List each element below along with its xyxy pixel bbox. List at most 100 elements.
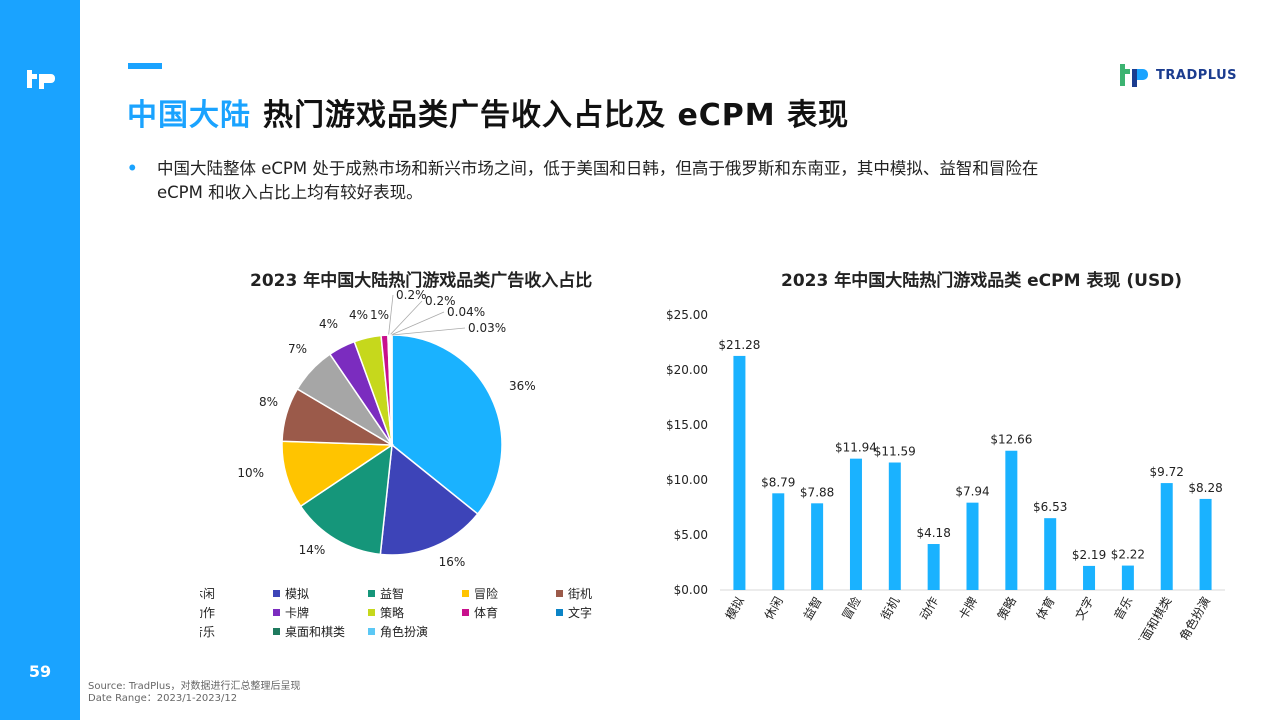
bar-13 bbox=[1199, 498, 1212, 590]
pie-leader-line-10 bbox=[388, 294, 394, 336]
bar-x-tick-label-2: 休闲 bbox=[762, 595, 786, 623]
bar-y-tick-label-4: $15.00 bbox=[666, 418, 708, 432]
pie-legend-label-12: 桌面和棋类 bbox=[285, 625, 345, 639]
bar-value-label-2: $8.79 bbox=[761, 475, 795, 489]
pie-value-label-1: 36% bbox=[509, 379, 536, 393]
bar-chart: $0.00 $5.00 $10.00 $15.00 $20.00 $25.00 $21.28… bbox=[666, 308, 1225, 641]
bar-9 bbox=[1044, 518, 1057, 590]
bar-x-tick-label-5: 街机 bbox=[878, 595, 902, 623]
pie-legend-swatch-3 bbox=[368, 590, 375, 597]
pie-legend-label-1: 休闲 bbox=[200, 587, 215, 601]
pie-legend-label-11: 音乐 bbox=[200, 624, 215, 639]
bar-x-tick-label-11: 音乐 bbox=[1110, 594, 1135, 622]
bar-value-label-9: $6.53 bbox=[1033, 500, 1067, 514]
brand-text: TRADPLUS bbox=[1156, 67, 1237, 83]
bar-chart-title: 2023 年中国大陆热门游戏品类 eCPM 表现 (USD) bbox=[781, 271, 1183, 291]
pie-legend-swatch-2 bbox=[273, 590, 280, 597]
brand-logo: TRADPLUS bbox=[1118, 60, 1237, 90]
pie-slice-1 bbox=[391, 334, 503, 516]
bar-6 bbox=[927, 544, 940, 590]
bar-1 bbox=[733, 355, 746, 590]
bar-value-label-5: $11.59 bbox=[874, 445, 916, 459]
bar-y-tick-label-3: $10.00 bbox=[666, 473, 708, 487]
bar-value-label-7: $7.94 bbox=[955, 485, 989, 499]
bar-x-tick-label-1: 模拟 bbox=[723, 595, 747, 623]
pie-value-label-4: 10% bbox=[237, 466, 264, 480]
pie-legend-label-9: 体育 bbox=[474, 605, 498, 620]
pie-legend-label-4: 冒险 bbox=[474, 586, 498, 601]
bar-y-tick-label-1: $0.00 bbox=[674, 583, 708, 597]
footer-note: Source: TradPlus，对数据进行汇总整理后呈现 Date Range… bbox=[88, 681, 300, 705]
pie-legend-swatch-9 bbox=[462, 609, 469, 616]
page-number: 59 bbox=[28, 662, 52, 681]
bullet-line-1: 中国大陆整体 eCPM 处于成熟市场和新兴市场之间，低于美国和日韩，但高于俄罗斯… bbox=[157, 159, 1039, 178]
bar-y-tick-label-6: $25.00 bbox=[666, 308, 708, 322]
pie-legend-swatch-13 bbox=[368, 628, 375, 635]
pie-slice-2 bbox=[379, 443, 479, 556]
bar-12 bbox=[1160, 483, 1173, 590]
bar-y-tick-label-2: $5.00 bbox=[674, 528, 708, 542]
footer-source: Source: TradPlus，对数据进行汇总整理后呈现 bbox=[88, 681, 301, 692]
pie-chart-title: 2023 年中国大陆热门游戏品类广告收入占比 bbox=[250, 271, 593, 291]
bar-11 bbox=[1121, 565, 1134, 590]
bar-7 bbox=[966, 502, 979, 590]
bullet-dot: • bbox=[127, 159, 138, 178]
bar-2 bbox=[772, 493, 785, 590]
pie-value-label-2: 16% bbox=[439, 555, 466, 569]
pie-value-label-5: 8% bbox=[259, 395, 278, 409]
bar-value-label-8: $12.66 bbox=[990, 433, 1032, 447]
tradplus-logo-icon bbox=[27, 70, 55, 89]
left-sidebar: 59 bbox=[0, 0, 80, 720]
summary-bullet: • 中国大陆整体 eCPM 处于成熟市场和新兴市场之间，低于美国和日韩，但高于俄… bbox=[127, 157, 1217, 205]
pie-legend-swatch-8 bbox=[368, 609, 375, 616]
bar-x-tick-label-10: 文字 bbox=[1072, 594, 1097, 622]
bar-value-label-6: $4.18 bbox=[916, 526, 950, 540]
pie-legend-label-2: 模拟 bbox=[285, 587, 309, 601]
bar-value-label-12: $9.72 bbox=[1150, 465, 1184, 479]
bar-x-tick-label-3: 益智 bbox=[800, 594, 825, 622]
pie-legend-swatch-7 bbox=[273, 609, 280, 616]
pie-leader-line-13 bbox=[391, 327, 466, 336]
pie-slice-3 bbox=[299, 443, 393, 556]
bullet-line-2: eCPM 和收入占比上均有较好表现。 bbox=[157, 183, 423, 202]
bar-8 bbox=[1005, 450, 1018, 590]
bar-x-tick-label-6: 动作 bbox=[917, 595, 941, 623]
footer-date-range: Date Range：2023/1-2023/12 bbox=[88, 693, 238, 704]
pie-value-label-8: 4% bbox=[349, 308, 368, 322]
pie-legend-label-8: 策略 bbox=[380, 605, 404, 620]
pie-value-label-12: 0.04% bbox=[447, 305, 485, 319]
pie-legend-label-10: 文字 bbox=[568, 605, 592, 620]
page-title-rest: 热门游戏品类广告收入占比及 eCPM 表现 bbox=[263, 98, 850, 133]
pie-chart: 36%16%14%10%8%7%4%4% 1%0.2%0.2%0.04%0.03%… bbox=[200, 288, 592, 639]
bar-value-label-1: $21.28 bbox=[718, 338, 760, 352]
bar-10 bbox=[1083, 565, 1096, 590]
pie-value-label-9: 1% bbox=[370, 308, 389, 322]
bar-5 bbox=[888, 462, 901, 590]
pie-value-label-6: 7% bbox=[288, 342, 307, 356]
pie-leader-line-12 bbox=[390, 311, 445, 336]
pie-legend-swatch-10 bbox=[556, 609, 563, 616]
pie-value-label-7: 4% bbox=[319, 317, 338, 331]
pie-leader-line-11 bbox=[389, 300, 423, 336]
pie-legend-label-13: 角色扮演 bbox=[380, 624, 428, 639]
pie-value-label-13: 0.03% bbox=[468, 321, 506, 335]
bar-x-tick-label-12: 桌面和棋类 bbox=[1132, 595, 1174, 641]
page-title: 中国大陆 热门游戏品类广告收入占比及 eCPM 表现 bbox=[127, 90, 849, 134]
pie-legend-swatch-12 bbox=[273, 628, 280, 635]
bar-x-tick-label-4: 冒险 bbox=[839, 594, 864, 622]
pie-slice-13 bbox=[390, 334, 393, 446]
bar-value-label-10: $2.19 bbox=[1072, 548, 1106, 562]
pie-legend-label-5: 街机 bbox=[568, 587, 592, 601]
bar-value-label-3: $7.88 bbox=[800, 485, 834, 499]
bar-x-tick-label-7: 卡牌 bbox=[956, 595, 980, 623]
bar-x-tick-label-8: 策略 bbox=[994, 594, 1019, 622]
bar-value-label-4: $11.94 bbox=[835, 441, 877, 455]
bar-4 bbox=[849, 458, 862, 590]
pie-legend-swatch-5 bbox=[556, 590, 563, 597]
pie-legend-swatch-4 bbox=[462, 590, 469, 597]
bar-3 bbox=[811, 503, 824, 590]
bar-y-tick-label-5: $20.00 bbox=[666, 363, 708, 377]
bar-x-tick-label-13: 角色扮演 bbox=[1176, 594, 1213, 640]
pie-legend-label-3: 益智 bbox=[380, 586, 404, 601]
bar-value-label-13: $8.28 bbox=[1188, 481, 1222, 495]
